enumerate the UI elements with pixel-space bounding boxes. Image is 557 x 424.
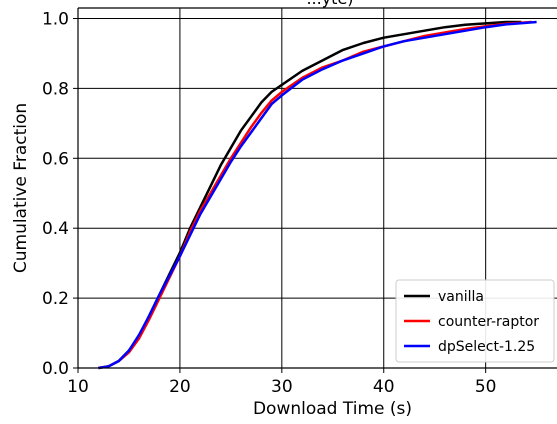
series-line-dpselect-1-25: [98, 20, 537, 370]
y-tick-label: 1.0: [42, 9, 69, 29]
ticks: 10 20 30 40 50 0.0 0.2 0.4 0.6 0.8 1.0: [42, 9, 497, 397]
plot-frame: [77, 7, 557, 369]
x-tick-label: 10: [67, 377, 89, 397]
legend-box: [395, 279, 555, 363]
series-line-counter-raptor: [98, 20, 532, 370]
y-tick-label: 0.2: [42, 289, 69, 309]
y-tick-label: 0.8: [42, 79, 69, 99]
legend-label: counter-raptor: [438, 314, 539, 330]
legend-label: vanilla: [438, 289, 484, 305]
x-tick-label: 40: [373, 377, 395, 397]
legend: vanilla counter-raptor dpSelect-1.25: [395, 279, 555, 363]
series-lines: [98, 20, 537, 370]
y-axis-label: Cumulative Fraction: [11, 103, 31, 273]
x-axis-label: Download Time (s): [253, 399, 412, 419]
y-tick-label: 0.4: [42, 219, 69, 239]
legend-label: dpSelect-1.25: [438, 339, 535, 355]
x-tick-label: 30: [271, 377, 293, 397]
x-tick-label: 50: [475, 377, 497, 397]
y-tick-label: 0.0: [42, 359, 69, 379]
x-tick-label: 20: [169, 377, 191, 397]
y-tick-label: 0.6: [42, 149, 69, 169]
chart-title: ...yte): [306, 0, 353, 8]
